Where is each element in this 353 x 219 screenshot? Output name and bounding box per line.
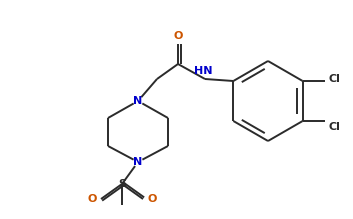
Text: O: O (147, 194, 157, 204)
Text: O: O (173, 31, 183, 41)
Text: N: N (133, 96, 143, 106)
Text: S: S (118, 179, 126, 189)
Text: Cl: Cl (329, 74, 341, 84)
Text: N: N (133, 157, 143, 167)
Text: Cl: Cl (329, 122, 341, 132)
Text: O: O (87, 194, 97, 204)
Text: HN: HN (194, 66, 212, 76)
